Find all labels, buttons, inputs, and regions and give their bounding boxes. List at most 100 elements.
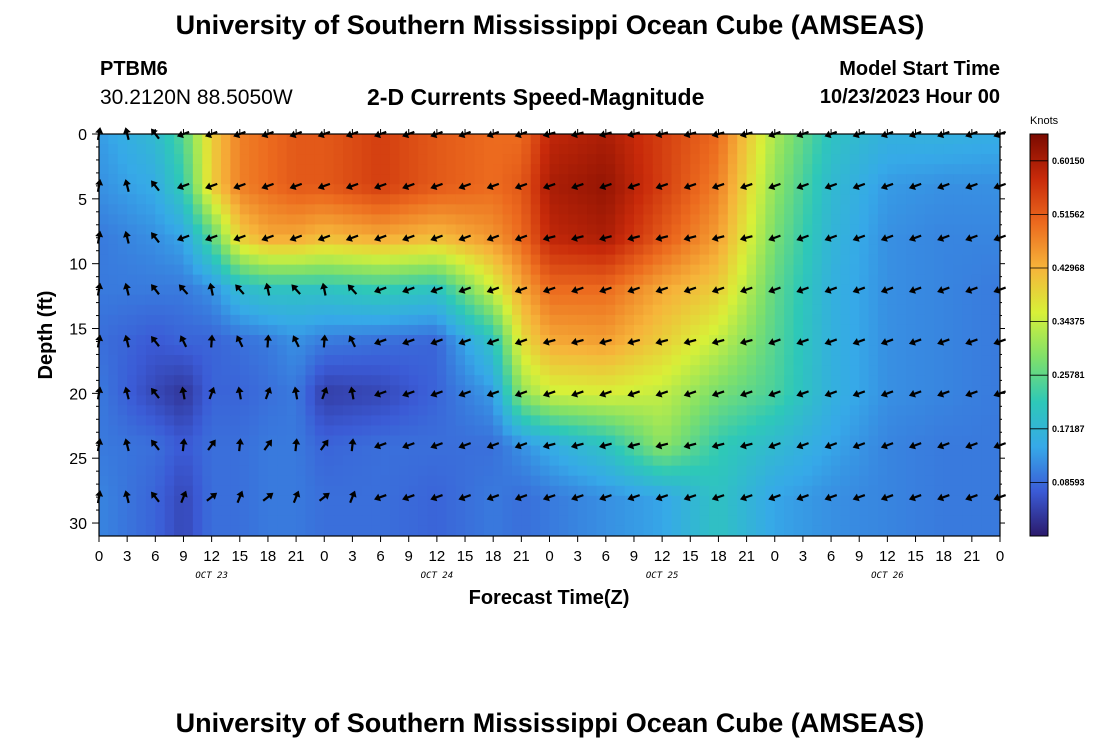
heatmap-cell — [633, 515, 644, 527]
heatmap-cell — [868, 505, 879, 517]
heatmap-cell — [577, 515, 588, 527]
heatmap-cell — [671, 304, 682, 316]
heatmap-cell — [652, 264, 663, 276]
heatmap-cell — [596, 505, 607, 517]
heatmap-cell — [314, 425, 325, 437]
heatmap-cell — [483, 214, 494, 226]
current-arrow — [655, 441, 669, 450]
heatmap-cell — [774, 475, 785, 487]
heatmap-cell — [239, 465, 250, 477]
heatmap-cell — [652, 254, 663, 266]
heatmap-cell — [624, 495, 635, 507]
heatmap-cell — [192, 274, 203, 286]
heatmap-cell — [690, 495, 701, 507]
heatmap-cell — [164, 455, 175, 467]
heatmap-cell — [765, 174, 776, 185]
heatmap-cell — [671, 264, 682, 276]
heatmap-cell — [427, 505, 438, 517]
heatmap-cell — [192, 314, 203, 326]
heatmap-cell — [371, 365, 382, 376]
heatmap-cell — [324, 244, 335, 256]
heatmap-cell — [164, 495, 175, 507]
heatmap-cell — [755, 234, 766, 246]
heatmap-cell — [436, 274, 447, 286]
heatmap-cell — [605, 274, 616, 286]
heatmap-cell — [981, 174, 992, 185]
heatmap-cell — [352, 475, 363, 487]
heatmap-cell — [296, 385, 307, 396]
heatmap-cell — [793, 304, 804, 316]
heatmap-cell — [145, 365, 156, 376]
heatmap-cell — [680, 415, 691, 427]
heatmap-cell — [418, 365, 429, 376]
heatmap-cell — [174, 294, 185, 306]
heatmap-cell — [108, 355, 119, 366]
heatmap-cell — [896, 415, 907, 427]
heatmap-cell — [671, 144, 682, 155]
heatmap-cell — [887, 455, 898, 467]
heatmap-cell — [155, 375, 166, 386]
heatmap-cell — [192, 244, 203, 256]
heatmap-cell — [784, 435, 795, 447]
current-arrow — [542, 182, 556, 191]
heatmap-cell — [587, 134, 598, 145]
heatmap-cell — [483, 335, 494, 346]
heatmap-cell — [784, 324, 795, 336]
heatmap-cell — [784, 284, 795, 296]
heatmap-cell — [136, 335, 147, 346]
colorbar-tick-label: 0.60150 — [1052, 156, 1085, 166]
y-tick-label: 25 — [69, 451, 87, 468]
heatmap-cell — [821, 465, 832, 477]
current-arrow — [206, 492, 218, 502]
heatmap-cell — [990, 254, 1000, 266]
heatmap-cell — [108, 324, 119, 336]
current-arrow — [852, 493, 866, 502]
heatmap-cell — [643, 455, 654, 467]
heatmap-cell — [446, 515, 457, 527]
current-arrow — [937, 286, 950, 294]
heatmap-cell — [671, 445, 682, 457]
heatmap-cell — [812, 525, 823, 536]
heatmap-cell — [690, 134, 701, 145]
heatmap-cell — [155, 254, 166, 266]
heatmap-cell — [962, 174, 973, 185]
current-arrow — [571, 286, 584, 294]
heatmap-cell — [446, 264, 457, 276]
heatmap-cell — [906, 194, 917, 205]
heatmap-cell — [493, 234, 504, 246]
current-arrow — [291, 386, 300, 400]
heatmap-cell — [371, 254, 382, 266]
heatmap-cell — [793, 435, 804, 447]
heatmap-cell — [343, 274, 354, 286]
heatmap-cell — [812, 184, 823, 195]
heatmap-cell — [840, 144, 851, 155]
heatmap-cell — [558, 314, 569, 326]
heatmap-cell — [127, 214, 138, 226]
heatmap-cell — [784, 144, 795, 155]
heatmap-cell — [981, 224, 992, 236]
heatmap-cell — [436, 475, 447, 487]
heatmap-cell — [718, 204, 729, 215]
heatmap-cell — [662, 475, 673, 487]
heatmap-cell — [793, 164, 804, 175]
heatmap-cell — [990, 505, 1000, 517]
current-arrow — [739, 441, 753, 450]
heatmap-cell — [380, 515, 391, 527]
heatmap-cell — [737, 314, 748, 326]
heatmap-cell — [690, 425, 701, 437]
heatmap-cell — [455, 485, 466, 497]
heatmap-cell — [399, 505, 410, 517]
heatmap-cell — [558, 465, 569, 477]
heatmap-cell — [202, 284, 213, 296]
heatmap-cell — [558, 194, 569, 205]
heatmap-cell — [155, 395, 166, 406]
heatmap-cell — [859, 485, 870, 497]
heatmap-cell — [183, 425, 194, 437]
heatmap-cell — [709, 264, 720, 276]
heatmap-cell — [662, 375, 673, 386]
heatmap-cell — [474, 425, 485, 437]
current-arrow — [263, 282, 272, 296]
heatmap-cell — [296, 335, 307, 346]
heatmap-cell — [296, 184, 307, 195]
heatmap-cell — [108, 294, 119, 306]
